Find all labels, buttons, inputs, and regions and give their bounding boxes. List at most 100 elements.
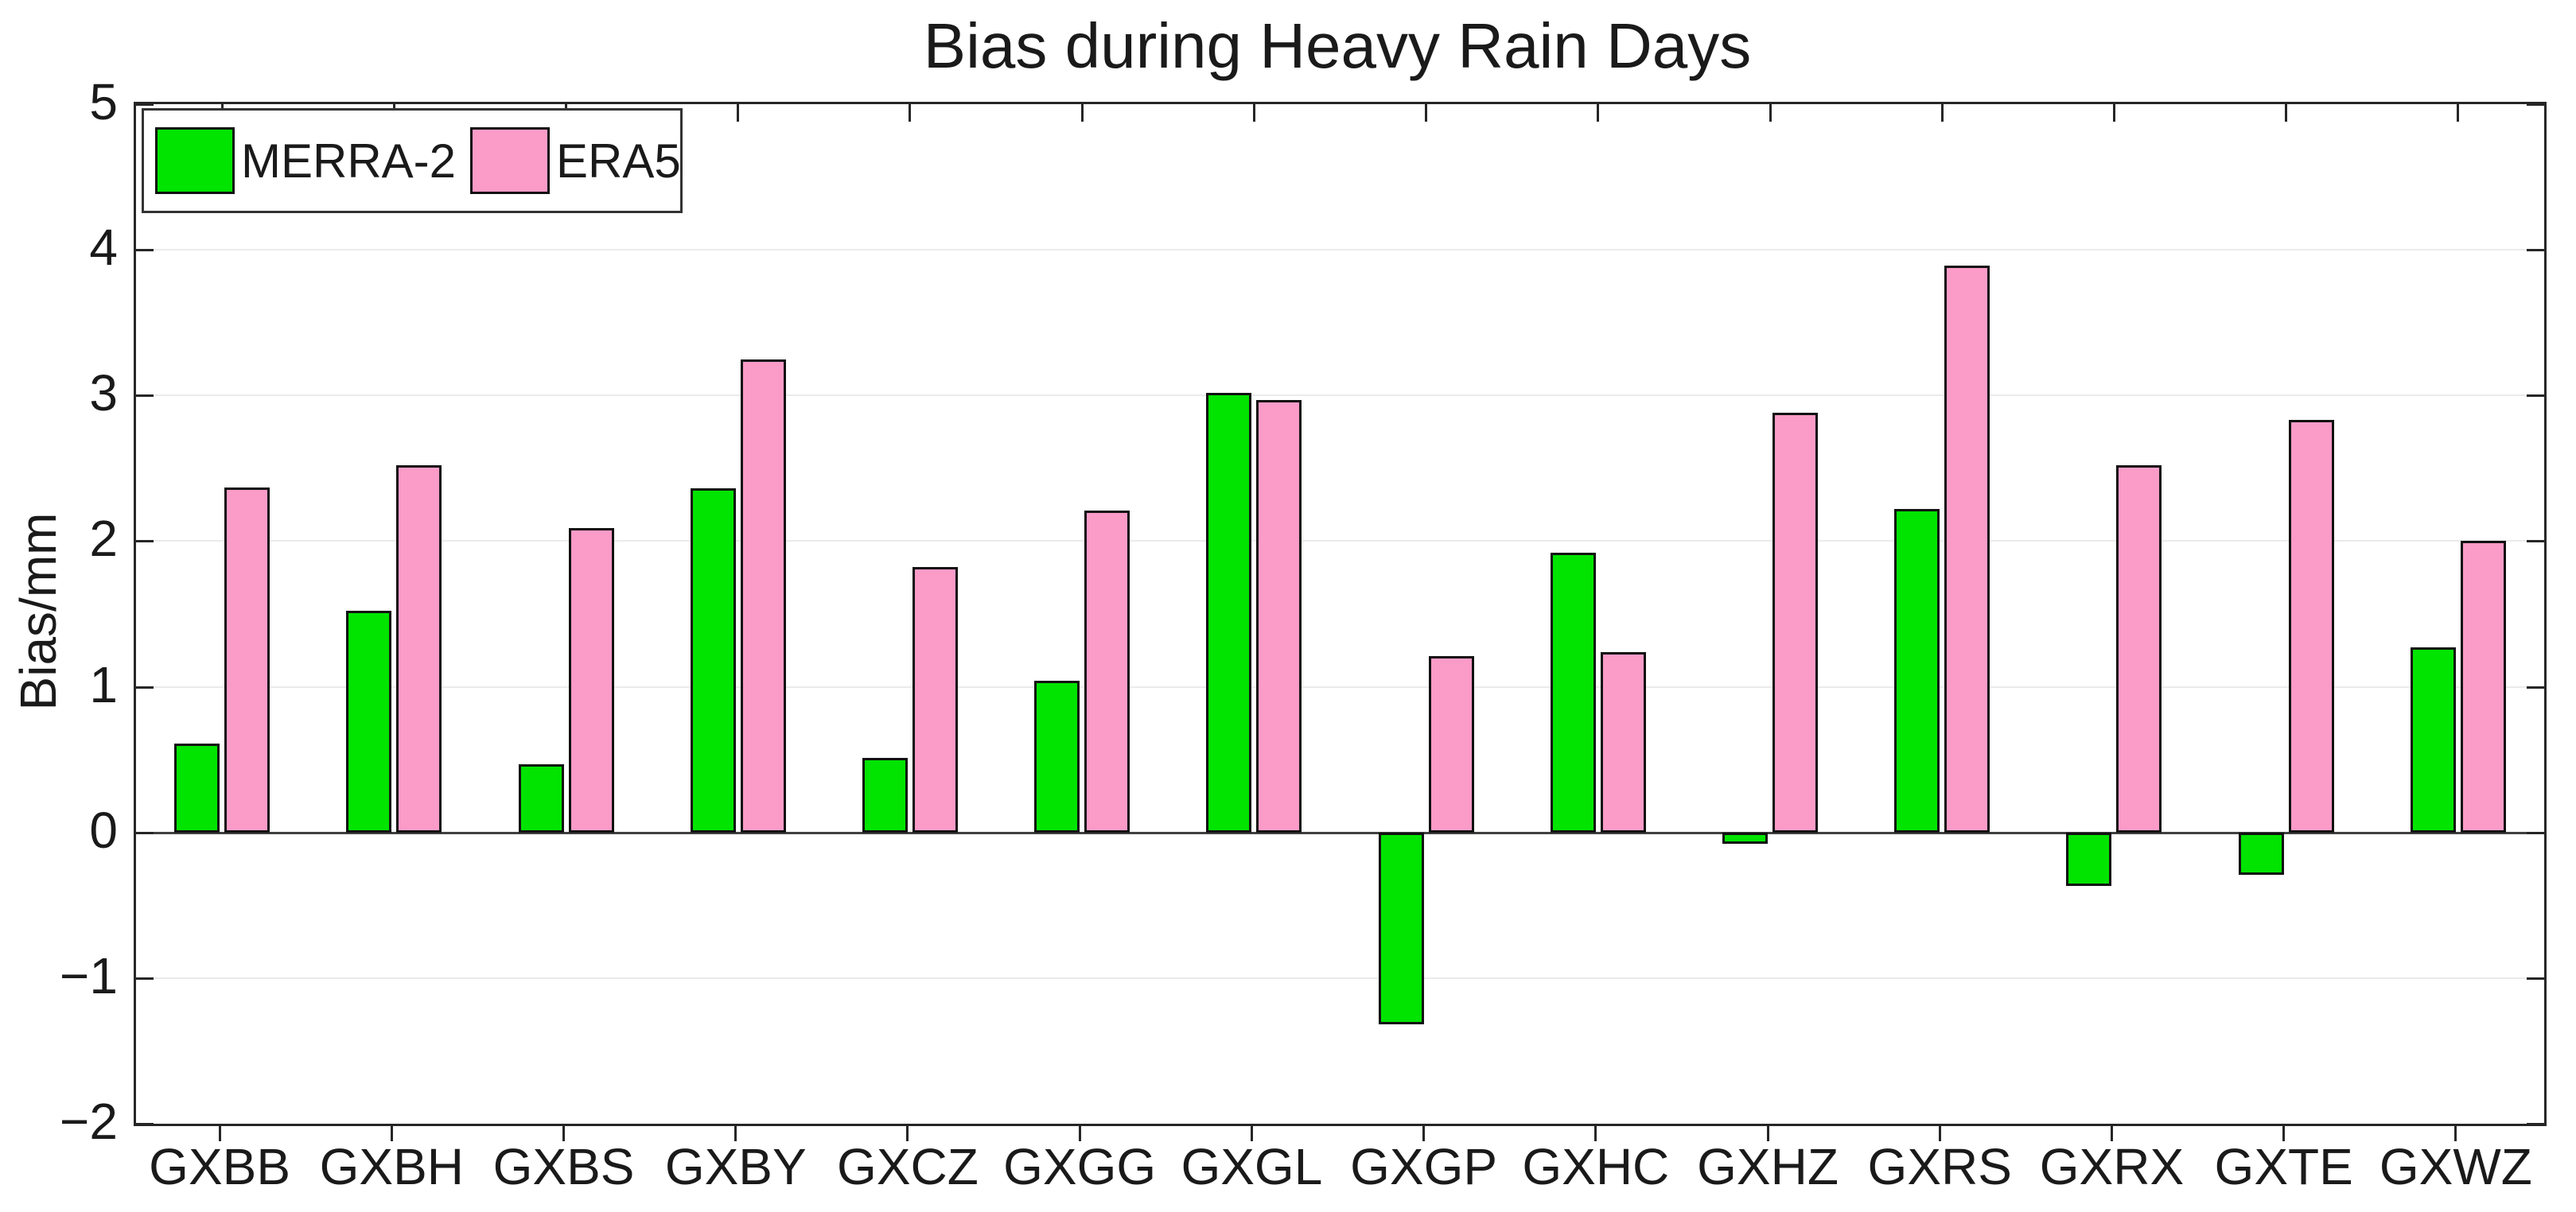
bar-ERA5-GXBB [224,487,270,833]
x-label-GXTE: GXTE [2214,1138,2353,1195]
bar-MERRA-2-GXCZ [862,758,908,833]
chart-title: Bias during Heavy Rain Days [923,10,1752,81]
gridline-3 [136,394,2544,397]
x-label-GXRS: GXRS [1867,1138,2012,1195]
y-tick-label-3: 3 [89,364,118,422]
x-tick-bottom-GXGG [1078,1124,1081,1141]
legend: MERRA-2 ERA5 [142,108,683,213]
bar-ERA5-GXTE [2288,420,2334,833]
x-tick-bottom-GXWZ [2454,1124,2457,1141]
gridline-4 [136,249,2544,251]
y-tick-right-0 [2527,831,2544,834]
bar-ERA5-GXGL [1256,399,1302,833]
y-tick-right--2 [2527,1123,2544,1125]
x-tick-top-GXHZ [1769,104,1772,122]
legend-swatch-merra2 [155,127,235,194]
x-label-GXBB: GXBB [149,1138,291,1195]
x-tick-top-GXHC [1597,104,1600,122]
x-label-GXGP: GXGP [1350,1138,1498,1195]
x-label-GXWZ: GXWZ [2379,1138,2532,1195]
bar-MERRA-2-GXGG [1034,681,1080,833]
bar-MERRA-2-GXRS [1894,509,1940,833]
y-tick-left-3 [136,394,154,398]
y-tick-right-1 [2527,686,2544,689]
x-tick-top-GXGL [1252,104,1255,122]
x-tick-bottom-GXBY [734,1124,737,1141]
bar-ERA5-GXRS [1944,266,1990,833]
bar-ERA5-GXGP [1428,656,1474,833]
y-tick-left-5 [136,103,154,106]
x-tick-bottom-GXTE [2282,1124,2286,1141]
x-label-GXGL: GXGL [1181,1138,1323,1195]
x-tick-bottom-GXBS [562,1124,566,1141]
x-tick-bottom-GXBH [390,1124,393,1141]
gridline-1 [136,686,2544,688]
x-tick-bottom-GXHC [1594,1124,1597,1141]
x-tick-bottom-GXHZ [1766,1124,1769,1141]
x-tick-bottom-GXBB [218,1124,221,1141]
y-tick-left-2 [136,540,154,543]
plot-area [134,102,2547,1126]
legend-label-merra2: MERRA-2 [241,134,457,188]
legend-swatch-era5 [470,127,551,194]
y-tick-label--2: −2 [60,1093,118,1150]
bar-ERA5-GXWZ [2460,541,2506,833]
bar-MERRA-2-GXGL [1206,392,1252,833]
bar-MERRA-2-GXBH [346,611,392,833]
bar-ERA5-GXBH [396,465,442,833]
y-tick-left--1 [136,977,154,980]
x-tick-top-GXCZ [909,104,912,122]
y-tick-label-2: 2 [89,510,118,568]
x-label-GXCZ: GXCZ [837,1138,979,1195]
x-label-GXHC: GXHC [1522,1138,1670,1195]
y-tick-left-1 [136,686,154,689]
y-tick-label--1: −1 [60,946,118,1004]
y-tick-right-5 [2527,103,2544,106]
bar-MERRA-2-GXTE [2238,832,2284,875]
x-tick-bottom-GXGL [1250,1124,1253,1141]
bar-ERA5-GXBS [568,527,614,833]
y-tick-left--2 [136,1123,154,1125]
x-tick-top-GXWZ [2457,104,2460,122]
bar-MERRA-2-GXBB [174,743,220,833]
x-tick-bottom-GXCZ [906,1124,909,1141]
x-tick-top-GXGP [1425,104,1428,122]
bar-ERA5-GXHC [1600,651,1646,833]
bar-ERA5-GXBY [740,359,786,833]
bar-MERRA-2-GXRX [2066,832,2112,887]
y-tick-right--1 [2527,977,2544,980]
gridline--1 [136,977,2544,979]
bar-ERA5-GXCZ [912,567,958,833]
x-label-GXBY: GXBY [664,1138,807,1195]
y-tick-left-0 [136,831,154,834]
y-tick-left-4 [136,249,154,252]
bar-MERRA-2-GXWZ [2410,647,2456,833]
gridline-2 [136,540,2544,542]
y-tick-label-5: 5 [89,73,118,130]
x-tick-top-GXTE [2285,104,2288,122]
y-tick-label-1: 1 [89,655,118,713]
y-tick-right-3 [2527,394,2544,398]
x-label-GXRX: GXRX [2039,1138,2185,1195]
x-tick-bottom-GXGP [1422,1124,1426,1141]
x-tick-top-GXRX [2112,104,2115,122]
x-label-GXGG: GXGG [1003,1138,1157,1195]
zero-line [136,831,2544,834]
x-label-GXHZ: GXHZ [1697,1138,1839,1195]
legend-label-era5: ERA5 [556,134,681,188]
bar-MERRA-2-GXHZ [1722,832,1769,845]
y-tick-label-4: 4 [89,219,118,277]
y-tick-right-4 [2527,249,2544,252]
bar-MERRA-2-GXGP [1378,832,1424,1025]
x-tick-bottom-GXRX [2110,1124,2113,1141]
x-tick-top-GXBY [737,104,740,122]
bar-MERRA-2-GXBS [518,763,564,833]
x-tick-top-GXGG [1080,104,1084,122]
x-tick-top-GXRS [1940,104,1944,122]
x-label-GXBS: GXBS [492,1138,635,1195]
bar-MERRA-2-GXHC [1550,553,1596,833]
y-tick-right-2 [2527,540,2544,543]
y-tick-label-0: 0 [89,801,118,859]
x-label-GXBH: GXBH [319,1138,464,1195]
